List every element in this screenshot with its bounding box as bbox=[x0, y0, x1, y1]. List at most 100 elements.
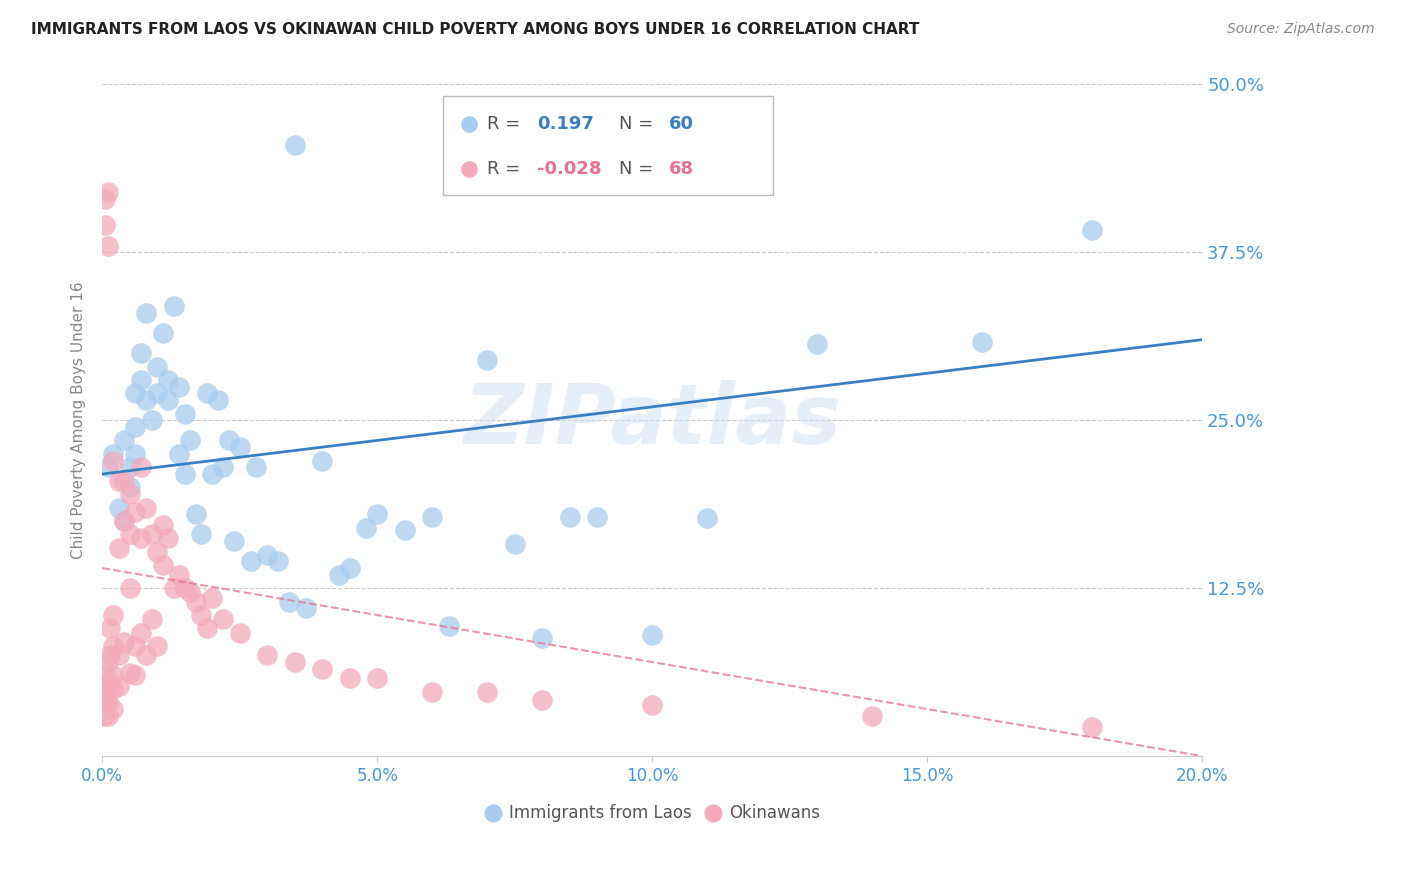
Point bbox=[394, 524, 416, 538]
Point bbox=[167, 380, 190, 394]
Point bbox=[641, 628, 664, 642]
Point bbox=[135, 500, 157, 515]
Point bbox=[112, 474, 135, 488]
Point bbox=[94, 219, 117, 233]
Point bbox=[173, 467, 195, 481]
Point bbox=[97, 655, 120, 669]
Point bbox=[96, 695, 118, 709]
Text: N =: N = bbox=[619, 115, 654, 133]
Point bbox=[477, 684, 499, 698]
Point bbox=[278, 594, 301, 608]
Point bbox=[103, 668, 125, 682]
Point bbox=[190, 608, 212, 623]
Point bbox=[124, 505, 146, 519]
Point bbox=[212, 612, 235, 626]
Point bbox=[118, 581, 141, 595]
Point bbox=[152, 518, 174, 533]
Point bbox=[184, 594, 207, 608]
Point bbox=[97, 708, 120, 723]
Point bbox=[97, 238, 120, 252]
Point bbox=[152, 326, 174, 340]
Point bbox=[118, 527, 141, 541]
Point bbox=[146, 545, 169, 559]
Y-axis label: Child Poverty Among Boys Under 16: Child Poverty Among Boys Under 16 bbox=[72, 282, 86, 559]
Point bbox=[641, 698, 664, 712]
Point bbox=[93, 681, 115, 696]
Text: 68: 68 bbox=[669, 160, 693, 178]
Point bbox=[366, 671, 388, 685]
Point bbox=[163, 299, 186, 313]
Point bbox=[157, 532, 180, 546]
Text: Immigrants from Laos: Immigrants from Laos bbox=[509, 805, 692, 822]
Point bbox=[267, 554, 290, 568]
Point bbox=[195, 386, 218, 401]
Point bbox=[141, 413, 163, 427]
Point bbox=[256, 648, 278, 663]
Point bbox=[179, 585, 201, 599]
Point bbox=[531, 692, 554, 706]
Point bbox=[124, 420, 146, 434]
Point bbox=[146, 639, 169, 653]
Point bbox=[94, 192, 117, 206]
Text: 60: 60 bbox=[669, 115, 693, 133]
Point bbox=[173, 407, 195, 421]
Point bbox=[107, 500, 129, 515]
Point bbox=[420, 684, 443, 698]
Point bbox=[354, 521, 377, 535]
Point bbox=[103, 447, 125, 461]
Point bbox=[103, 639, 125, 653]
Point bbox=[107, 679, 129, 693]
Point bbox=[146, 359, 169, 374]
Point bbox=[118, 460, 141, 475]
Point bbox=[157, 373, 180, 387]
Text: -0.028: -0.028 bbox=[537, 160, 602, 178]
Point bbox=[284, 137, 307, 152]
Point bbox=[860, 708, 883, 723]
Point bbox=[141, 612, 163, 626]
Point bbox=[224, 534, 246, 549]
Point bbox=[339, 671, 361, 685]
Point bbox=[112, 514, 135, 528]
Point bbox=[124, 447, 146, 461]
Point bbox=[195, 622, 218, 636]
Point bbox=[103, 681, 125, 696]
Point bbox=[972, 335, 994, 350]
Point bbox=[184, 508, 207, 522]
FancyBboxPatch shape bbox=[443, 95, 773, 195]
Point bbox=[129, 460, 152, 475]
Point bbox=[107, 541, 129, 555]
Point bbox=[328, 567, 350, 582]
Text: R =: R = bbox=[488, 160, 520, 178]
Point bbox=[97, 460, 120, 475]
Point bbox=[311, 662, 333, 676]
Point bbox=[152, 558, 174, 573]
Point bbox=[201, 591, 224, 605]
Point bbox=[173, 581, 195, 595]
Point bbox=[558, 510, 581, 524]
Point bbox=[239, 554, 262, 568]
Point bbox=[129, 373, 152, 387]
Point bbox=[437, 619, 460, 633]
Text: R =: R = bbox=[488, 115, 520, 133]
Point bbox=[477, 352, 499, 367]
Point bbox=[97, 675, 120, 690]
Point bbox=[146, 386, 169, 401]
Point bbox=[103, 608, 125, 623]
Point bbox=[141, 527, 163, 541]
Point bbox=[696, 511, 718, 525]
Point bbox=[93, 708, 115, 723]
Text: IMMIGRANTS FROM LAOS VS OKINAWAN CHILD POVERTY AMONG BOYS UNDER 16 CORRELATION C: IMMIGRANTS FROM LAOS VS OKINAWAN CHILD P… bbox=[31, 22, 920, 37]
Point bbox=[112, 514, 135, 528]
Point bbox=[129, 532, 152, 546]
Point bbox=[218, 434, 240, 448]
Text: N =: N = bbox=[619, 160, 654, 178]
Point bbox=[339, 561, 361, 575]
Point bbox=[586, 510, 609, 524]
Point bbox=[112, 434, 135, 448]
Point bbox=[124, 639, 146, 653]
Point bbox=[107, 648, 129, 663]
Point bbox=[103, 453, 125, 467]
Point bbox=[129, 625, 152, 640]
Point bbox=[124, 386, 146, 401]
Point bbox=[201, 467, 224, 481]
